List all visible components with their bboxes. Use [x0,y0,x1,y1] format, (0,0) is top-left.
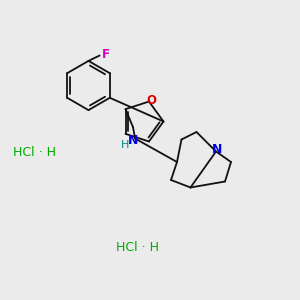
Text: O: O [146,94,156,106]
Text: HCl · H: HCl · H [116,241,160,254]
Text: F: F [102,48,110,62]
Text: N: N [128,134,138,147]
Text: HCl · H: HCl · H [13,146,56,160]
Text: H: H [121,140,129,150]
Text: N: N [212,142,222,156]
